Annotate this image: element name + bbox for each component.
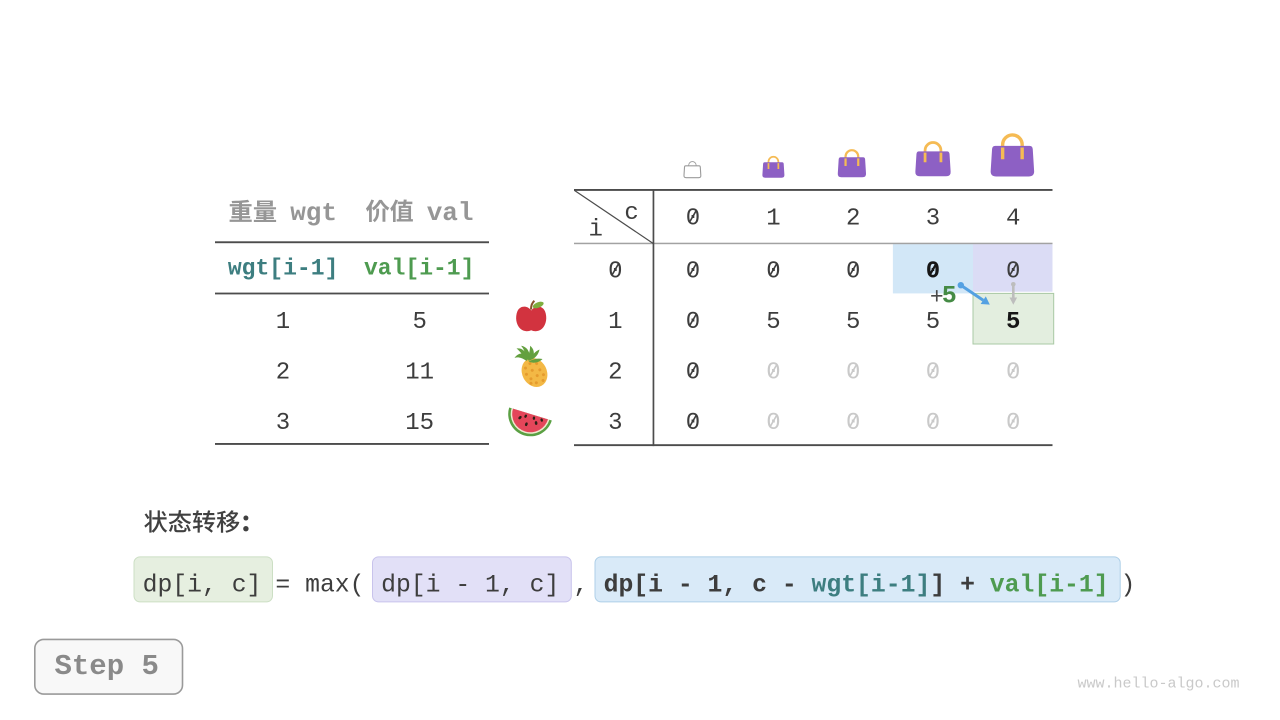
svg-text:5: 5 bbox=[1006, 309, 1020, 336]
svg-text:0: 0 bbox=[926, 360, 940, 387]
svg-text:): ) bbox=[1121, 572, 1136, 600]
svg-text:2: 2 bbox=[276, 360, 290, 387]
svg-text:Step 5: Step 5 bbox=[54, 650, 158, 683]
svg-text:4: 4 bbox=[1006, 205, 1020, 232]
svg-text:1: 1 bbox=[766, 205, 780, 232]
svg-text:2: 2 bbox=[608, 360, 622, 387]
svg-text:0: 0 bbox=[926, 410, 940, 437]
svg-text:5: 5 bbox=[846, 309, 860, 336]
svg-text:0: 0 bbox=[926, 259, 940, 286]
svg-text:5: 5 bbox=[766, 309, 780, 336]
svg-text:www.hello-algo.com: www.hello-algo.com bbox=[1078, 676, 1240, 693]
svg-text:15: 15 bbox=[405, 410, 434, 437]
svg-text:5: 5 bbox=[942, 282, 957, 311]
svg-text:dp[i, c]: dp[i, c] bbox=[143, 572, 262, 600]
svg-text:0: 0 bbox=[766, 259, 780, 286]
svg-text:0: 0 bbox=[686, 309, 700, 336]
svg-text:val[i-1]: val[i-1] bbox=[364, 255, 474, 281]
svg-text:val[i-1]: val[i-1] bbox=[990, 572, 1109, 600]
svg-text:= max(: = max( bbox=[275, 572, 364, 600]
svg-text:0: 0 bbox=[608, 259, 622, 286]
svg-text:2: 2 bbox=[846, 205, 860, 232]
svg-text:0: 0 bbox=[686, 410, 700, 437]
svg-text:wgt[i-1]: wgt[i-1] bbox=[228, 255, 338, 281]
svg-text:] +: ] + bbox=[930, 572, 989, 600]
svg-text:5: 5 bbox=[412, 309, 426, 336]
svg-text:3: 3 bbox=[276, 410, 290, 437]
svg-text:i: i bbox=[588, 217, 602, 244]
svg-text:c: c bbox=[624, 200, 638, 227]
svg-text:0: 0 bbox=[846, 410, 860, 437]
svg-text:dp[i - 1, c -: dp[i - 1, c - bbox=[604, 572, 812, 600]
svg-text:0: 0 bbox=[766, 410, 780, 437]
svg-text:0: 0 bbox=[846, 259, 860, 286]
svg-text:3: 3 bbox=[926, 205, 940, 232]
svg-text:5: 5 bbox=[926, 309, 940, 336]
svg-text:0: 0 bbox=[766, 360, 780, 387]
svg-text:0: 0 bbox=[846, 360, 860, 387]
svg-text:0: 0 bbox=[1006, 259, 1020, 286]
svg-text:0: 0 bbox=[686, 205, 700, 232]
svg-text:1: 1 bbox=[608, 309, 622, 336]
svg-text:1: 1 bbox=[276, 309, 290, 336]
svg-text:0: 0 bbox=[686, 259, 700, 286]
svg-text:0: 0 bbox=[686, 360, 700, 387]
svg-text:wgt[i-1]: wgt[i-1] bbox=[812, 572, 931, 600]
svg-text:0: 0 bbox=[1006, 410, 1020, 437]
svg-text:+: + bbox=[930, 285, 944, 311]
svg-text:,: , bbox=[574, 572, 589, 600]
svg-text:val: val bbox=[427, 198, 474, 228]
svg-text:dp[i - 1, c]: dp[i - 1, c] bbox=[381, 572, 559, 600]
svg-text:3: 3 bbox=[608, 410, 622, 437]
svg-text:11: 11 bbox=[405, 360, 434, 387]
svg-text:wgt: wgt bbox=[290, 198, 337, 228]
svg-text:0: 0 bbox=[1006, 360, 1020, 387]
